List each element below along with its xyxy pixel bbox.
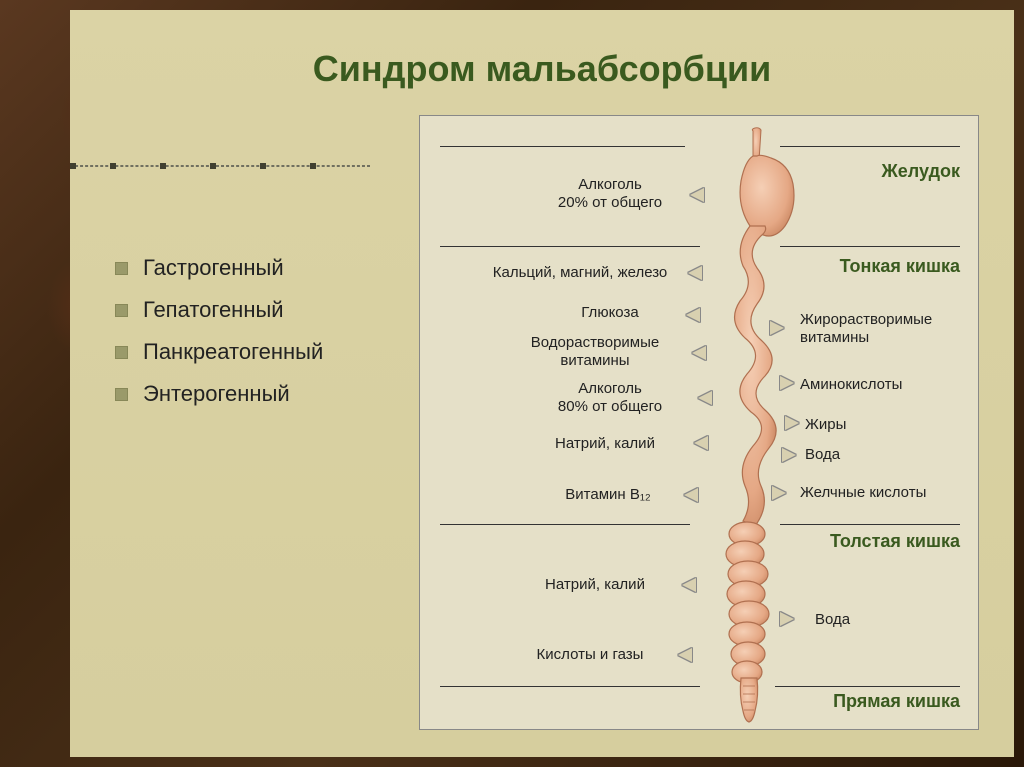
gi-section-label: Толстая кишка [830, 531, 960, 552]
absorption-label: Натрий, калий [525, 576, 665, 594]
absorption-arrow-icon [780, 376, 794, 390]
absorption-label: Натрий, калий [535, 435, 675, 453]
absorption-arrow-icon [678, 648, 692, 662]
absorption-arrow-icon [688, 266, 702, 280]
absorption-arrow-icon [782, 448, 796, 462]
gi-section-label: Тонкая кишка [840, 256, 960, 277]
section-divider-line [780, 146, 960, 147]
section-divider-line [780, 524, 960, 525]
absorption-label: Жирорастворимые [800, 311, 960, 329]
absorption-arrow-icon [686, 308, 700, 322]
section-divider-line [440, 686, 700, 687]
absorption-label: витамины [800, 329, 920, 347]
absorption-label: Алкоголь [540, 176, 680, 194]
absorption-arrow-icon [694, 436, 708, 450]
section-divider-line [440, 146, 685, 147]
absorption-arrow-icon [690, 188, 704, 202]
list-item: Гастрогенный [115, 255, 323, 281]
absorption-arrow-icon [692, 346, 706, 360]
slide-title: Синдром мальабсорбции [70, 48, 1014, 90]
gi-section-label: Желудок [882, 161, 960, 182]
absorption-label: Кальций, магний, железо [475, 264, 685, 282]
slide-body: Синдром мальабсорбции Гастрогенный Гепат… [70, 10, 1014, 757]
gi-section-label: Прямая кишка [833, 691, 960, 712]
section-divider-line [775, 686, 960, 687]
absorption-label: Вода [815, 611, 895, 629]
absorption-arrow-icon [785, 416, 799, 430]
absorption-label: Алкоголь [540, 380, 680, 398]
title-divider [70, 165, 370, 167]
absorption-label: 80% от общего [540, 398, 680, 416]
absorption-arrow-icon [684, 488, 698, 502]
absorption-arrow-icon [780, 612, 794, 626]
absorption-label: 20% от общего [540, 194, 680, 212]
absorption-arrow-icon [772, 486, 786, 500]
absorption-label: Глюкоза [560, 304, 660, 322]
absorption-arrow-icon [698, 391, 712, 405]
section-divider-line [440, 524, 690, 525]
section-divider-line [440, 246, 700, 247]
gi-absorption-diagram: Желудок Тонкая кишка Толстая кишка Прямая к… [419, 115, 979, 730]
absorption-arrow-icon [770, 321, 784, 335]
list-item: Энтерогенный [115, 381, 323, 407]
absorption-label: витамины [540, 352, 650, 370]
bullet-list: Гастрогенный Гепатогенный Панкреатогенны… [115, 255, 323, 423]
list-item: Панкреатогенный [115, 339, 323, 365]
absorption-label: Кислоты и газы [515, 646, 665, 664]
absorption-label: Желчные кислоты [800, 484, 960, 502]
absorption-label: Вода [805, 446, 885, 464]
absorption-label: Витамин B₁₂ [538, 486, 678, 504]
absorption-label: Водорастворимые [510, 334, 680, 352]
section-divider-line [780, 246, 960, 247]
absorption-label: Аминокислоты [800, 376, 940, 394]
absorption-arrow-icon [682, 578, 696, 592]
absorption-label: Жиры [805, 416, 885, 434]
list-item: Гепатогенный [115, 297, 323, 323]
